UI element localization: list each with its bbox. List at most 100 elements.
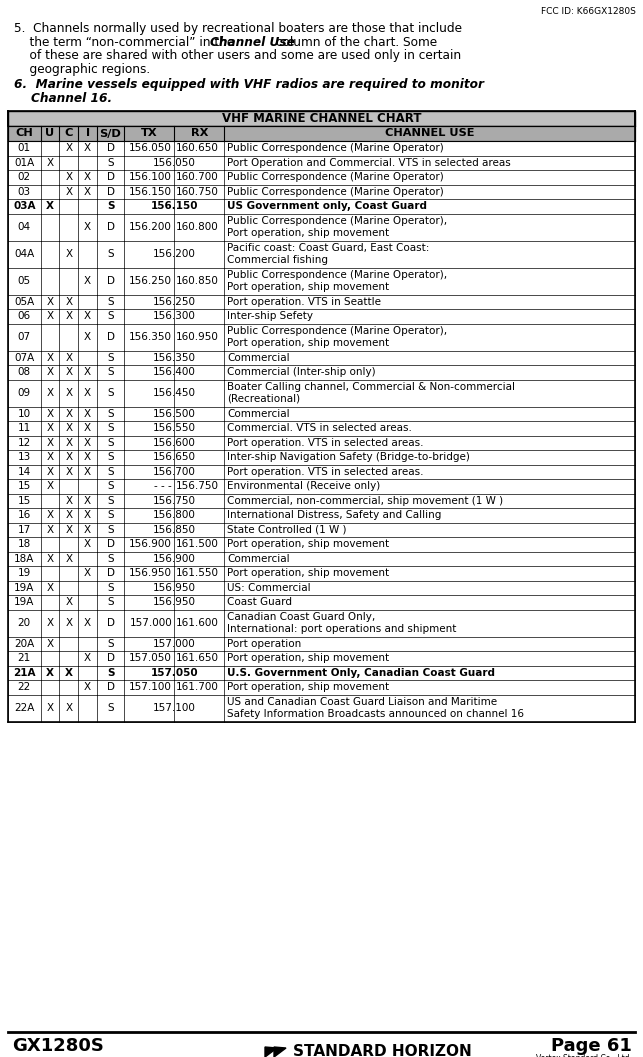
Text: X: X: [65, 144, 73, 153]
Text: 157.000: 157.000: [129, 618, 172, 628]
Text: X: X: [84, 187, 91, 197]
Text: X: X: [46, 423, 53, 433]
Text: 157.100: 157.100: [153, 703, 195, 713]
Text: X: X: [65, 618, 73, 628]
Text: the term “non-commercial” in the: the term “non-commercial” in the: [14, 36, 238, 49]
Text: X: X: [46, 582, 53, 593]
Text: X: X: [46, 452, 53, 462]
Bar: [8, 407, 635, 421]
Bar: [8, 170, 635, 185]
Text: X: X: [65, 597, 73, 608]
Text: 156.250: 156.250: [152, 297, 195, 307]
Text: X: X: [46, 554, 53, 563]
Text: US: Commercial: US: Commercial: [228, 582, 311, 593]
Text: S: S: [107, 367, 114, 377]
Text: 156.450: 156.450: [152, 388, 195, 398]
Text: 5.  Channels normally used by recreational boaters are those that include: 5. Channels normally used by recreationa…: [14, 22, 462, 35]
Text: FCC ID: K66GX1280S: FCC ID: K66GX1280S: [541, 7, 636, 16]
Text: 08: 08: [18, 367, 31, 377]
Text: 160.650: 160.650: [176, 144, 219, 153]
Text: 160.700: 160.700: [176, 172, 219, 182]
Text: VHF MARINE CHANNEL CHART: VHF MARINE CHANNEL CHART: [222, 112, 421, 125]
Text: X: X: [46, 668, 54, 678]
Text: 09: 09: [18, 388, 31, 398]
Text: Port operation, ship movement: Port operation, ship movement: [228, 539, 390, 550]
Text: 161.650: 161.650: [176, 653, 219, 663]
Text: X: X: [65, 496, 73, 505]
Text: 03A: 03A: [13, 201, 35, 211]
Text: S: S: [107, 311, 114, 321]
Text: 156.750: 156.750: [176, 481, 219, 492]
Text: D: D: [107, 682, 114, 692]
Text: Port operation: Port operation: [228, 638, 302, 649]
Bar: [8, 666, 635, 680]
Bar: [8, 323, 635, 351]
Text: 17: 17: [17, 524, 31, 535]
Text: X: X: [46, 438, 53, 448]
Text: 21: 21: [17, 653, 31, 663]
Bar: [8, 421, 635, 435]
Text: 161.550: 161.550: [176, 569, 219, 578]
Text: X: X: [65, 524, 73, 535]
Bar: [8, 694, 635, 722]
Text: 156.200: 156.200: [129, 222, 172, 231]
Text: X: X: [84, 367, 91, 377]
Text: S: S: [107, 554, 114, 563]
Text: RX: RX: [190, 129, 208, 138]
Text: X: X: [84, 144, 91, 153]
Text: X: X: [65, 353, 73, 363]
Text: S: S: [107, 388, 114, 398]
Text: Public Correspondence (Marine Operator): Public Correspondence (Marine Operator): [228, 172, 444, 182]
Text: 05: 05: [18, 276, 31, 286]
Bar: [8, 185, 635, 199]
Text: State Controlled (1 W ): State Controlled (1 W ): [228, 524, 347, 535]
Text: 156.900: 156.900: [129, 539, 172, 550]
Text: 19A: 19A: [14, 597, 35, 608]
Text: 15: 15: [17, 481, 31, 492]
Text: CHANNEL USE: CHANNEL USE: [385, 129, 475, 138]
Text: 07: 07: [18, 332, 31, 342]
Text: 156.650: 156.650: [152, 452, 195, 462]
Text: Port Operation and Commercial. VTS in selected areas: Port Operation and Commercial. VTS in se…: [228, 157, 511, 168]
Text: 156.950: 156.950: [152, 582, 195, 593]
Text: GX1280S: GX1280S: [12, 1037, 104, 1055]
Text: CH: CH: [15, 129, 33, 138]
Text: 156.550: 156.550: [152, 423, 195, 433]
Text: 03: 03: [18, 187, 31, 197]
Text: X: X: [65, 452, 73, 462]
Bar: [8, 379, 635, 407]
Text: X: X: [84, 409, 91, 419]
Text: X: X: [65, 297, 73, 307]
Bar: [8, 595, 635, 610]
Text: 6.  Marine vessels equipped with VHF radios are required to monitor: 6. Marine vessels equipped with VHF radi…: [14, 78, 484, 91]
Text: X: X: [46, 524, 53, 535]
Text: S: S: [107, 496, 114, 505]
Text: 160.800: 160.800: [176, 222, 219, 231]
Bar: [8, 580, 635, 595]
Bar: [8, 365, 635, 379]
Text: S: S: [107, 452, 114, 462]
Text: X: X: [84, 539, 91, 550]
Bar: [8, 141, 635, 155]
Text: X: X: [65, 668, 73, 678]
Text: 157.100: 157.100: [129, 682, 172, 692]
Text: 07A: 07A: [14, 353, 35, 363]
Text: Channel 16.: Channel 16.: [14, 92, 112, 105]
Text: X: X: [84, 423, 91, 433]
Text: 156.950: 156.950: [129, 569, 172, 578]
Text: (Recreational): (Recreational): [228, 394, 300, 404]
Text: S: S: [107, 409, 114, 419]
Text: D: D: [107, 618, 114, 628]
Text: S: S: [107, 703, 114, 713]
Text: X: X: [84, 511, 91, 520]
Text: 19A: 19A: [14, 582, 35, 593]
Text: 157.050: 157.050: [150, 668, 198, 678]
Text: Inter-ship Sefety: Inter-ship Sefety: [228, 311, 313, 321]
Text: 156.200: 156.200: [153, 249, 195, 259]
Text: S: S: [107, 668, 114, 678]
Text: 21A: 21A: [13, 668, 35, 678]
Text: X: X: [84, 524, 91, 535]
Text: X: X: [65, 187, 73, 197]
Text: STANDARD HORIZON: STANDARD HORIZON: [293, 1044, 472, 1057]
Text: International Distress, Safety and Calling: International Distress, Safety and Calli…: [228, 511, 442, 520]
